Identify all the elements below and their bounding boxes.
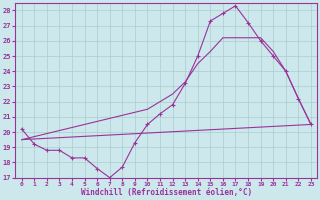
X-axis label: Windchill (Refroidissement éolien,°C): Windchill (Refroidissement éolien,°C) [81,188,252,197]
